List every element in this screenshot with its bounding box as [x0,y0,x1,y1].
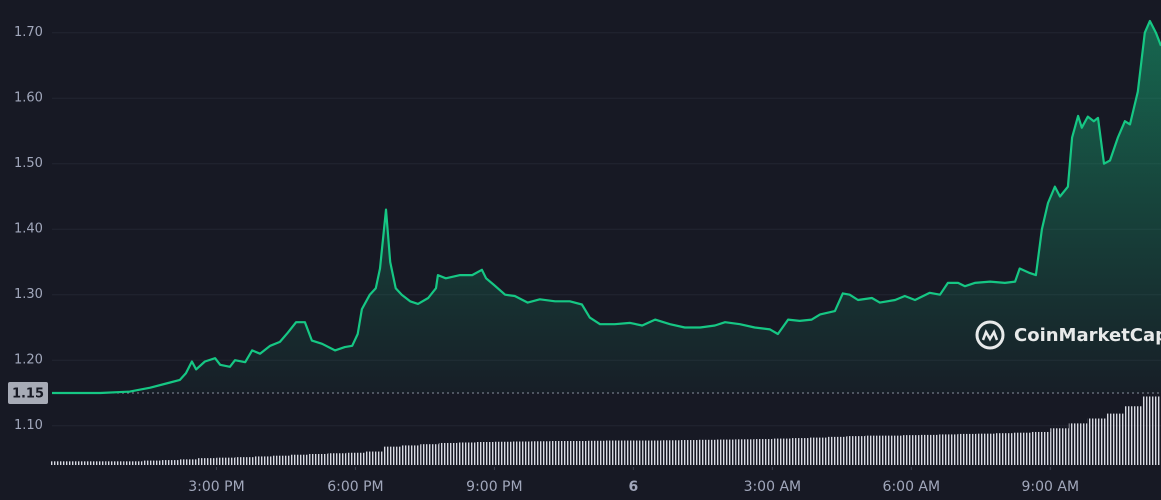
volume-bar [105,461,124,465]
volume-bar [68,461,87,465]
volume-bar [772,438,791,465]
x-tick-label: 6:00 AM [883,479,941,495]
reference-label-box [8,381,48,404]
x-tick-label: 9:00 AM [1022,479,1080,495]
watermark-text: CoinMarketCap [1014,325,1161,346]
y-tick-label: 1.30 [14,287,43,302]
volume-bar [827,436,847,465]
volume-bar [679,440,699,465]
plot [52,19,1161,395]
volume-bar [197,458,217,465]
volume-bar [1013,432,1032,465]
volume-bar [531,441,550,465]
volume-bar [883,435,903,465]
volume-bars [49,396,1161,465]
volume-bar [735,439,754,465]
volume-bar [605,440,625,465]
volume-bar [939,434,958,465]
volume-bar [327,453,347,465]
volume-bar [957,433,977,465]
y-tick-label: 1.10 [14,418,43,433]
volume-bar [420,444,439,465]
x-tick-label: 9:00 PM [466,479,522,495]
volume-bar [142,460,161,465]
watermark-logo [975,320,1005,350]
volume-bar [1124,406,1143,465]
volume-bar [790,438,810,465]
y-tick-label: 1.50 [14,156,43,171]
volume-bar [698,439,717,465]
labels: 1.10 1.20 1.30 1.40 1.50 1.60 1.70 3:00 PM 6:00 … [8,25,1079,495]
volume-bar [994,433,1014,465]
volume-bar [475,441,495,465]
volume-bar [846,436,865,465]
volume-bar [86,461,106,465]
volume-bar [457,442,476,465]
watermark-logo-mark [981,329,999,342]
volume-bar [920,434,940,465]
volume-bar [624,440,643,465]
volume-bar [1050,428,1069,465]
volume-bar [123,461,143,465]
volume-bar [383,446,402,465]
volume-bar [1068,423,1088,465]
volume-bar [587,440,606,465]
volume-bar [864,435,884,465]
price-area [52,21,1161,393]
x-tick-label: 6 [628,479,638,495]
volume-bar [494,441,513,465]
x-tick-label: 3:00 AM [744,479,802,495]
x-tick-label: 3:00 PM [188,479,244,495]
volume-bar [290,454,310,465]
volume-bar [364,451,384,465]
volume-bar [642,440,662,465]
volume-bar [309,453,328,465]
volume-bar [549,441,569,465]
volume-bar [49,461,69,465]
volume-bar [716,439,736,465]
volume-bar [568,441,588,465]
volume-bar [1087,418,1106,465]
volume-bar [753,439,773,465]
volume-bar [179,459,198,465]
volume-bar [346,452,365,465]
y-tick-label: 1.70 [14,25,43,40]
y-tick-label: 1.20 [14,353,43,368]
y-tick-label: 1.60 [14,91,43,106]
volume-bar [216,457,235,465]
volume-bar [253,456,273,465]
volume-bar [234,457,254,465]
y-tick-label: 1.40 [14,222,43,237]
reference-label: 1.15 [12,386,44,401]
volume-bar [1105,413,1125,465]
volume-bar [272,455,291,465]
volume-bar [661,440,680,465]
volume-bar [809,437,828,465]
volume-bar [160,460,180,465]
volume-bar [1142,396,1161,465]
watermark: CoinMarketCap [975,320,1161,350]
volume-bar [401,445,421,465]
volume-bar [438,442,458,465]
price-line [52,19,1161,395]
volume-bar [1031,431,1051,465]
volume-bar [976,433,995,465]
volume-bar [512,441,532,465]
x-tick-label: 6:00 PM [327,479,383,495]
volume-bar [902,435,921,465]
